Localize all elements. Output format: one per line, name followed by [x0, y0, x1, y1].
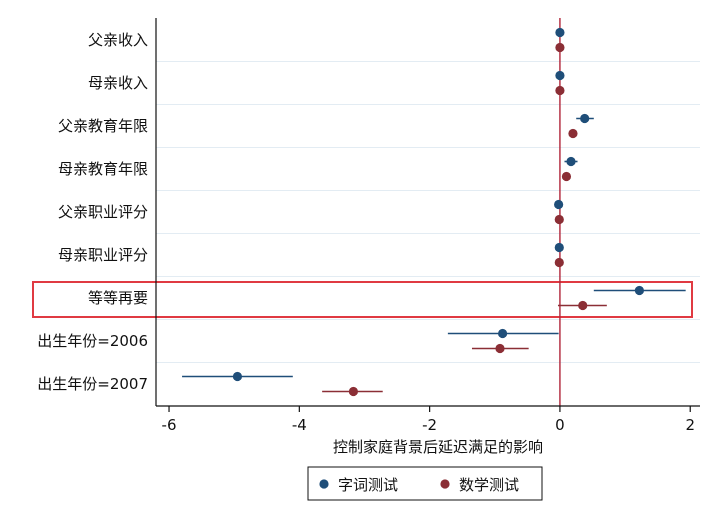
estimate-point: [578, 300, 588, 311]
legend-marker-字词测试: [319, 479, 329, 489]
legend: 字词测试 数学测试: [307, 466, 543, 501]
estimate-point: [634, 285, 645, 296]
gridlines: [156, 61, 700, 363]
data-marks: [182, 27, 686, 397]
highlight-box: [32, 281, 693, 318]
x-axis-title: 控制家庭背景后延迟满足的影响: [333, 438, 543, 456]
estimate-point: [554, 199, 564, 210]
x-tick-label: 0: [555, 416, 565, 434]
legend-marker-数学测试: [440, 479, 450, 489]
estimate-point: [555, 42, 565, 53]
category-labels: 父亲收入母亲收入父亲教育年限母亲教育年限父亲职业评分母亲职业评分等等再要出生年份…: [37, 31, 148, 393]
x-ticks: -6 -4 -2 0 2: [162, 406, 695, 434]
category-label: 父亲职业评分: [58, 203, 148, 221]
category-label: 母亲职业评分: [58, 246, 148, 264]
x-tick-label: -6: [162, 416, 177, 434]
category-label: 母亲收入: [88, 74, 148, 92]
category-label: 父亲收入: [88, 31, 148, 49]
estimate-point: [580, 113, 590, 124]
estimate-point: [555, 27, 565, 38]
x-tick-label: -4: [292, 416, 307, 434]
category-label: 出生年份=2006: [37, 332, 148, 350]
category-label: 等等再要: [88, 289, 148, 307]
estimate-point: [555, 70, 565, 81]
legend-label-字词测试: 字词测试: [338, 476, 398, 494]
x-tick-label: 2: [685, 416, 695, 434]
estimate-point: [554, 257, 564, 268]
estimate-point: [568, 128, 578, 139]
estimate-point: [554, 242, 564, 253]
category-label: 出生年份=2007: [37, 375, 148, 393]
x-tick-label: -2: [422, 416, 437, 434]
legend-label-数学测试: 数学测试: [459, 476, 519, 494]
estimate-point: [555, 85, 565, 96]
estimate-point: [566, 156, 576, 167]
estimate-point: [348, 386, 359, 397]
estimate-point: [554, 214, 564, 225]
category-label: 父亲教育年限: [58, 117, 148, 135]
estimate-point: [561, 171, 572, 182]
estimate-point: [495, 343, 505, 354]
estimate-point: [232, 371, 243, 382]
legend-box: [307, 466, 543, 501]
category-label: 母亲教育年限: [58, 160, 148, 178]
estimate-point: [497, 328, 508, 339]
